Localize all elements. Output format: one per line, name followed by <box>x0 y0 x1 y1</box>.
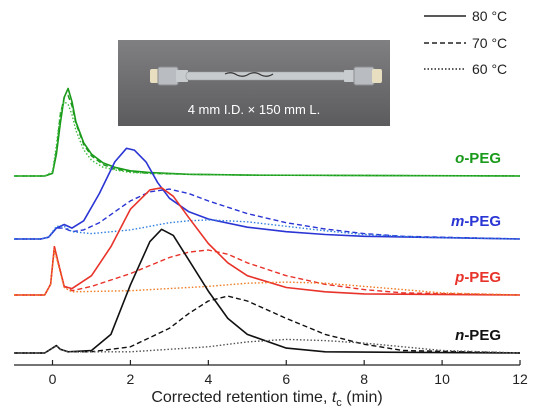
series-line-o-peg-solid <box>14 87 521 177</box>
x-ticks: 0 2 4 6 8 10 12 <box>49 360 528 387</box>
series-label-p-peg: p-PEG <box>454 269 501 286</box>
x-tick-label: 4 <box>204 371 212 387</box>
series-labels: o-PEG m-PEG p-PEG n-PEG <box>451 150 501 344</box>
legend-label: 60 °C <box>472 61 507 77</box>
series-label-n-peg: n-PEG <box>455 327 501 344</box>
x-tick-label: 2 <box>127 371 135 387</box>
series-line-m-peg-solid <box>14 147 521 240</box>
legend-label: 70 °C <box>472 35 507 51</box>
legend-label: 80 °C <box>472 8 507 24</box>
column-photo: 4 mm I.D. × 150 mm L. <box>118 40 390 126</box>
series-line-n-peg-solid <box>14 228 521 354</box>
photo-caption: 4 mm I.D. × 150 mm L. <box>188 102 321 117</box>
series-label-m-peg: m-PEG <box>451 213 501 230</box>
series-line-o-peg-dashed <box>14 94 521 177</box>
x-tick-label: 6 <box>282 371 290 387</box>
series-label-o-peg: o-PEG <box>455 150 501 167</box>
x-tick-label: 8 <box>360 371 368 387</box>
series-line-p-peg-dotted <box>14 249 521 296</box>
series-line-m-peg-dashed <box>14 188 521 240</box>
series-line-p-peg-dashed <box>14 246 521 296</box>
column-tube-icon <box>150 66 382 86</box>
x-axis-title: Corrected retention time, tc (min) <box>151 389 382 409</box>
series-curves <box>14 87 521 354</box>
x-axis: 0 2 4 6 8 10 12 <box>14 360 528 387</box>
series-line-m-peg-dotted <box>14 219 521 240</box>
series-line-n-peg-dashed <box>14 295 521 354</box>
x-tick-label: 0 <box>49 371 57 387</box>
series-line-p-peg-solid <box>14 187 521 296</box>
legend: 80 °C 70 °C 60 °C <box>424 8 507 77</box>
x-tick-label: 10 <box>434 371 450 387</box>
x-tick-label: 12 <box>512 371 528 387</box>
